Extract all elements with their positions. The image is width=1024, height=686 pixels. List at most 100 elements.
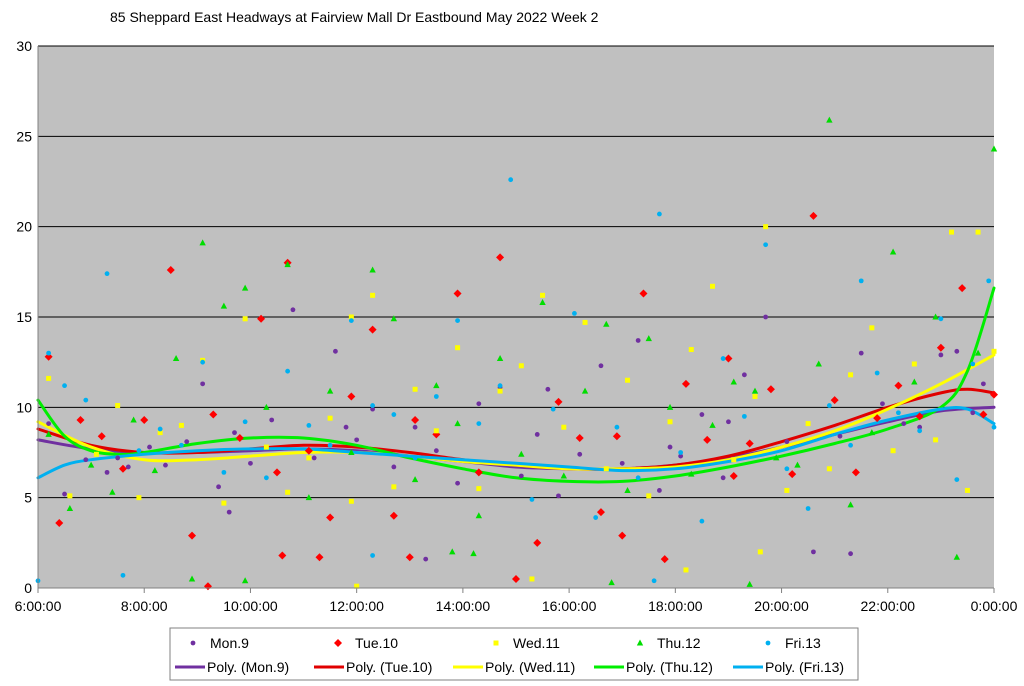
data-point — [699, 518, 705, 524]
data-point — [305, 494, 313, 501]
data-point — [45, 430, 52, 437]
data-point — [954, 477, 960, 482]
data-point — [741, 372, 747, 378]
data-point — [67, 493, 73, 499]
data-point — [476, 421, 482, 426]
data-point — [901, 421, 907, 426]
legend-label: Poly. (Tue.10) — [346, 659, 432, 675]
data-point — [257, 314, 266, 323]
x-tick-label: 18:00:00 — [648, 598, 703, 614]
data-point — [784, 487, 790, 493]
data-point — [720, 475, 726, 481]
data-point — [794, 461, 801, 468]
data-point — [710, 283, 716, 289]
data-point — [147, 444, 152, 450]
data-point — [476, 486, 482, 492]
data-point — [118, 464, 127, 473]
x-axis-ticks: 6:00:00 8:00:00 10:00:00 12:00:00 14:00:00 16… — [15, 588, 1018, 614]
data-point — [109, 488, 116, 495]
data-point — [433, 428, 439, 434]
data-point — [496, 355, 504, 362]
data-point — [370, 403, 375, 408]
data-point — [890, 448, 896, 454]
data-point — [625, 377, 631, 383]
data-point — [582, 319, 588, 325]
data-point — [263, 475, 269, 481]
data-point — [529, 576, 535, 582]
data-point — [411, 415, 420, 424]
data-point — [518, 450, 525, 457]
legend-box — [169, 627, 859, 681]
data-point — [917, 428, 923, 434]
data-point — [354, 583, 360, 589]
data-point — [497, 388, 503, 394]
data-point — [811, 549, 816, 555]
data-point — [809, 211, 818, 220]
data-point — [354, 437, 360, 443]
data-point — [241, 577, 249, 584]
data-point — [76, 415, 85, 424]
data-point — [970, 361, 976, 367]
data-point — [455, 480, 460, 486]
data-point — [290, 307, 296, 313]
data-point — [512, 574, 520, 583]
data-point — [688, 347, 694, 353]
data-point — [869, 325, 875, 331]
data-point — [221, 469, 227, 475]
data-point — [954, 348, 960, 354]
data-point — [166, 266, 175, 275]
data-point — [315, 553, 324, 562]
data-point — [311, 455, 317, 461]
data-point — [232, 430, 237, 436]
legend-marker — [493, 640, 499, 646]
data-point — [805, 421, 811, 427]
data-point — [66, 505, 74, 512]
data-point — [763, 242, 769, 248]
data-point — [726, 419, 731, 425]
y-tick-label: 20 — [16, 219, 32, 235]
data-point — [130, 416, 137, 423]
trendline-poly-wed-11 — [36, 353, 996, 471]
data-point — [894, 381, 903, 390]
data-point — [624, 486, 631, 493]
legend-label: Tue.10 — [355, 635, 398, 651]
data-point — [678, 453, 684, 459]
data-point — [241, 284, 249, 291]
legend-marker — [334, 639, 342, 647]
data-point — [667, 444, 673, 450]
data-point — [115, 455, 121, 461]
data-point — [666, 403, 674, 410]
x-tick-label: 16:00:00 — [542, 598, 597, 614]
data-point — [773, 454, 780, 461]
data-point — [518, 473, 524, 479]
data-point — [990, 390, 998, 399]
data-point — [306, 455, 312, 461]
data-point — [848, 551, 853, 557]
data-point — [369, 266, 376, 273]
data-point — [688, 470, 695, 477]
data-point — [784, 466, 790, 472]
data-point — [936, 343, 945, 352]
data-point — [917, 424, 923, 430]
data-point — [539, 299, 546, 306]
data-point — [974, 349, 982, 356]
data-point — [874, 370, 880, 376]
legend-label: Poly. (Mon.9) — [207, 659, 289, 675]
legend-label: Fri.13 — [785, 635, 821, 651]
data-point — [681, 379, 690, 388]
data-point — [847, 501, 854, 508]
data-point — [188, 531, 197, 540]
data-point — [729, 471, 738, 480]
data-point — [273, 468, 281, 477]
data-point — [614, 424, 620, 430]
data-point — [556, 493, 561, 499]
data-point — [370, 406, 375, 412]
data-point — [703, 435, 712, 444]
data-point — [518, 363, 524, 369]
data-point — [93, 451, 99, 457]
data-point — [826, 116, 833, 123]
data-point — [348, 314, 354, 320]
data-point — [560, 472, 567, 479]
